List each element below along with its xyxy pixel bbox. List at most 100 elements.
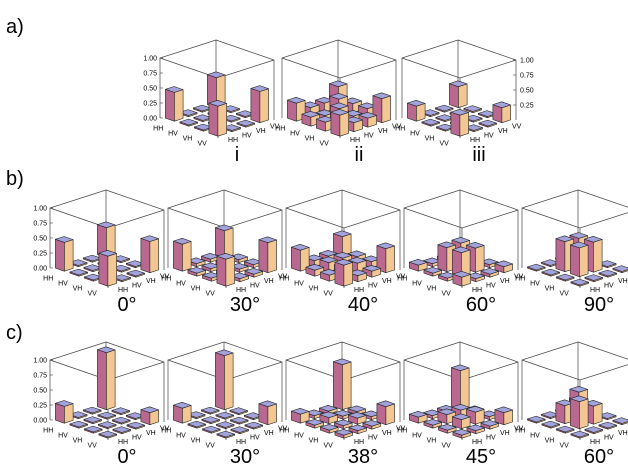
row-label-b: b) xyxy=(6,168,24,190)
basis-col-label: HV xyxy=(604,434,614,441)
bar-VV-HV xyxy=(584,426,603,435)
bar-VV-VV xyxy=(258,400,277,426)
basis-col-label: HH xyxy=(590,287,600,294)
basis-row-label: HH xyxy=(395,126,405,133)
bar-HH-VV xyxy=(333,230,352,259)
basis-col-label: VH xyxy=(378,128,388,135)
bar-HH-HH xyxy=(527,415,546,424)
back-wall-right xyxy=(577,189,628,208)
basis-row-label: HV xyxy=(58,433,68,440)
panel-caption: iii xyxy=(472,144,486,166)
basis-row-label: VH xyxy=(183,136,193,143)
basis-row-label: HV xyxy=(176,281,186,288)
bar-VH-HH xyxy=(84,425,103,434)
bar-HH-HH xyxy=(55,400,74,424)
bar-VV-VV xyxy=(494,406,513,426)
basis-row-label: VV xyxy=(87,291,97,298)
basis-col-label: HV xyxy=(132,282,142,289)
bar-VV-VH xyxy=(362,264,381,278)
z-tick-label: 1.00 xyxy=(33,206,47,213)
panel-caption: 90° xyxy=(583,294,615,316)
basis-col-label: VH xyxy=(500,430,510,437)
basis-col-label: HV xyxy=(250,282,260,289)
bar-VV-HV xyxy=(584,274,603,283)
basis-row-label: VV xyxy=(205,443,215,450)
basis-col-label: HV xyxy=(486,434,496,441)
top-edges xyxy=(521,207,628,229)
bar-VV-HH xyxy=(208,100,227,137)
basis-col-label: VV xyxy=(396,425,406,432)
z-tick-label: 0.75 xyxy=(33,373,47,380)
basis-row-label: VV xyxy=(559,291,569,298)
bar-VV-VH xyxy=(598,421,617,430)
basis-col-label: VH xyxy=(618,430,628,437)
basis-col-label: VH xyxy=(382,278,392,285)
bar-VV-VH xyxy=(480,267,499,278)
basis-row-label: VH xyxy=(305,136,315,143)
bar-VV-HH xyxy=(452,428,471,439)
bar-VV-HH xyxy=(216,430,235,439)
bar-VV-HH xyxy=(450,109,469,137)
basis-col-label: HH xyxy=(472,439,482,446)
bar-VV-HH xyxy=(216,253,235,287)
bar-HH-VV xyxy=(215,349,234,411)
basis-col-label: HV xyxy=(368,282,378,289)
basis-col-label: VH xyxy=(146,278,156,285)
basis-col-label: HH xyxy=(590,439,600,446)
bar-HV-VH xyxy=(215,411,234,420)
bar-VV-VH xyxy=(244,267,263,278)
back-wall-left xyxy=(167,189,225,268)
bar-HH-VV xyxy=(97,346,116,411)
z-tick-label: 0.75 xyxy=(520,73,534,80)
basis-col-label: HH xyxy=(118,439,128,446)
bar-VH-VH xyxy=(112,416,131,425)
basis-row-label: VH xyxy=(309,438,319,445)
basis-row-label: HV xyxy=(412,281,422,288)
basis-col-label: VH xyxy=(146,430,156,437)
bar-HH-VH xyxy=(201,406,220,415)
basis-row-label: VH xyxy=(191,438,201,445)
basis-col-label: HH xyxy=(350,137,360,144)
basis-row-label: VV xyxy=(439,141,449,148)
bar-HV-HH xyxy=(305,418,324,429)
panel-caption: ii xyxy=(354,144,364,166)
basis-col-label: VH xyxy=(256,128,266,135)
bar-VV-HH xyxy=(452,270,471,287)
back-wall-left xyxy=(521,189,579,268)
bar-HV-HV xyxy=(437,408,456,425)
basis-row-label: HV xyxy=(412,433,422,440)
bar-VV-VV xyxy=(612,417,628,426)
bar-VV-VH xyxy=(126,269,145,278)
basis-col-label: VV xyxy=(278,425,288,432)
frame xyxy=(403,189,519,288)
basis-row-label: HV xyxy=(530,433,540,440)
basis-col-label: HH xyxy=(236,439,246,446)
basis-col-label: VV xyxy=(514,273,524,280)
bar-HV-HV xyxy=(319,411,338,425)
panel-caption: 30° xyxy=(229,446,261,468)
basis-row-label: HH xyxy=(515,276,525,283)
z-tick-label: 0.50 xyxy=(520,88,534,95)
bar-HV-VV xyxy=(111,407,130,416)
basis-row-label: VH xyxy=(191,286,201,293)
basis-col-label: HV xyxy=(250,434,260,441)
basis-col-label: HV xyxy=(242,132,252,139)
bar-VV-HV xyxy=(348,424,367,435)
top-edges xyxy=(521,359,628,381)
bar-HH-VV xyxy=(449,80,468,108)
basis-col-label: VH xyxy=(618,278,628,285)
basis-col-label: VH xyxy=(264,278,274,285)
basis-row-label: VH xyxy=(73,438,83,445)
bar-VV-VH xyxy=(244,421,263,430)
bar-VV-VV xyxy=(140,406,159,426)
bar-VH-HV xyxy=(98,421,117,430)
basis-row-label: VH xyxy=(427,286,437,293)
bar-HV-HH xyxy=(541,420,560,429)
back-wall-left xyxy=(281,39,339,118)
basis-row-label: VH xyxy=(427,438,437,445)
